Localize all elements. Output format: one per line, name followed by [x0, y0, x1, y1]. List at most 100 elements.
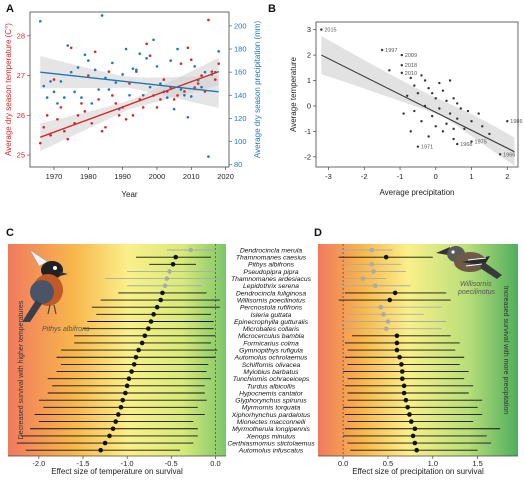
- panel-a-point: [59, 80, 63, 83]
- panel-b-y-tick-label: 1: [307, 76, 311, 85]
- panel-a-right-tick-label: 120: [234, 114, 247, 123]
- species-label: Myrmornis torquata: [242, 405, 301, 412]
- panel-b-point: [434, 97, 437, 100]
- species-label: Willisornis poecilinotus: [237, 297, 306, 304]
- panel-b-point: [430, 114, 434, 118]
- panel-a-point: [179, 88, 183, 91]
- panel-b-y-tick-label: 3: [307, 25, 311, 34]
- panel-b-point: [470, 120, 473, 123]
- panel-c-x-label: Effect size of temperature on survival: [51, 467, 183, 476]
- species-label: Thamnomanes ardesiacus: [231, 276, 312, 283]
- panel-d-x-ticks: 0.0 0.5 1.0 1.5: [318, 455, 518, 468]
- panel-a-point: [42, 84, 46, 88]
- panel-d-estimate: [399, 362, 404, 367]
- panel-a-point: [169, 59, 172, 62]
- panel-a-point: [141, 106, 145, 109]
- panel-a-point: [217, 62, 221, 65]
- panel-c-estimate: [142, 333, 148, 339]
- panel-b-point: [420, 74, 423, 77]
- species-label: Xenops minutus: [246, 433, 296, 440]
- panel-d-estimate: [383, 326, 389, 331]
- panel-c-estimate: [148, 319, 154, 324]
- panel-a-point: [155, 65, 159, 68]
- panel-a-point: [207, 155, 210, 158]
- panel-a-point: [196, 82, 200, 85]
- panel-a-x-tick-label: 2000: [149, 172, 166, 181]
- panel-a-trend-line: [40, 71, 219, 93]
- panel-c-estimate: [162, 283, 168, 289]
- panel-d-x-label: Effect size of precipitation on survival: [352, 467, 484, 476]
- panel-b-point: [452, 97, 455, 100]
- panel-b-x-tick-label: -3: [325, 172, 332, 181]
- panel-a-point: [145, 42, 148, 46]
- panel-a-point: [76, 66, 80, 69]
- panel-b-year-label: 1986: [510, 119, 522, 125]
- panel-a-point: [69, 70, 73, 74]
- panel-a-point: [117, 114, 121, 117]
- panel-c-estimate: [154, 304, 160, 310]
- panel-a-point: [179, 62, 183, 65]
- panel-c-estimate: [170, 262, 176, 267]
- panel-c-x-tick-label: 0.0: [210, 459, 220, 468]
- panel-a-point: [63, 96, 66, 99]
- panel-a-point: [124, 118, 128, 121]
- panel-d-estimate: [401, 390, 407, 396]
- panel-a-point: [159, 98, 162, 101]
- panel-a-point: [186, 46, 190, 50]
- species-label: Microcerculus bambla: [238, 333, 304, 340]
- panel-a-left-tick-label: 26: [17, 111, 25, 120]
- panel-a-trend-line: [40, 70, 219, 138]
- panel-b-point: [456, 117, 459, 120]
- panel-a-point: [135, 70, 138, 73]
- species-label: Microbates collaris: [243, 326, 300, 333]
- panel-a-point: [97, 88, 100, 91]
- panel-c-x-tick-label: -1.0: [121, 459, 134, 468]
- panel-a-point: [56, 118, 59, 121]
- panel-a-point: [183, 93, 186, 97]
- panel-a-point: [152, 38, 155, 42]
- panel-a-point: [189, 95, 193, 98]
- panel-b-point: [434, 125, 437, 128]
- panel-a-point: [186, 115, 190, 119]
- panel-a-point: [90, 121, 94, 125]
- panel-a-point: [141, 93, 145, 97]
- species-label: Isleria guttata: [251, 312, 292, 319]
- panel-label-b: B: [268, 3, 276, 15]
- panel-b-year-label: 2018: [405, 63, 417, 69]
- panel-b-point: [452, 137, 455, 141]
- panel-a-point: [128, 82, 131, 85]
- panel-a-x-tick-label: 1980: [80, 172, 97, 181]
- species-label: Tunchiornis ochraceiceps: [233, 376, 310, 383]
- panel-c-estimate: [173, 254, 178, 260]
- panel-c-estimate: [110, 426, 116, 432]
- panel-a-point: [87, 59, 90, 62]
- panel-a-x-label: Year: [121, 190, 138, 199]
- species-label: Pithys albifrons: [248, 262, 295, 269]
- panel-b-point: [452, 127, 455, 131]
- panel-b-point: [402, 112, 405, 115]
- panel-b-y-tick-label: -1: [304, 127, 311, 136]
- panel-a-point: [155, 106, 159, 109]
- panel-d-x-tick-label: 0.0: [338, 459, 348, 468]
- panel-b-point: [445, 122, 448, 125]
- panel-a-point: [124, 47, 128, 51]
- panel-a-point: [38, 141, 42, 145]
- panel-c-estimate: [116, 412, 121, 417]
- panel-d-estimate: [383, 254, 389, 260]
- panel-b-year-label: 2010: [405, 71, 417, 77]
- species-label: Gymnopithys rufigula: [239, 348, 303, 355]
- panel-b-point: [441, 89, 445, 92]
- panel-b-point: [380, 48, 384, 52]
- panel-a-point: [83, 110, 87, 113]
- panel-c-estimate: [126, 376, 132, 382]
- species-label: Epinecrophylla gutturalis: [234, 319, 309, 326]
- species-label: Certhiasmomus stictolaemus: [227, 440, 315, 447]
- panel-a-point: [107, 70, 111, 73]
- panel-a-point: [189, 58, 193, 61]
- panel-c-estimate: [188, 247, 193, 253]
- panel-a-point: [193, 86, 196, 89]
- panel-b-trend-line: [321, 54, 515, 153]
- panel-b-year-label: 1968: [460, 142, 472, 148]
- panel-b-y-tick-label: -2: [304, 152, 311, 161]
- panel-b-y-label: Average temperature: [289, 56, 298, 132]
